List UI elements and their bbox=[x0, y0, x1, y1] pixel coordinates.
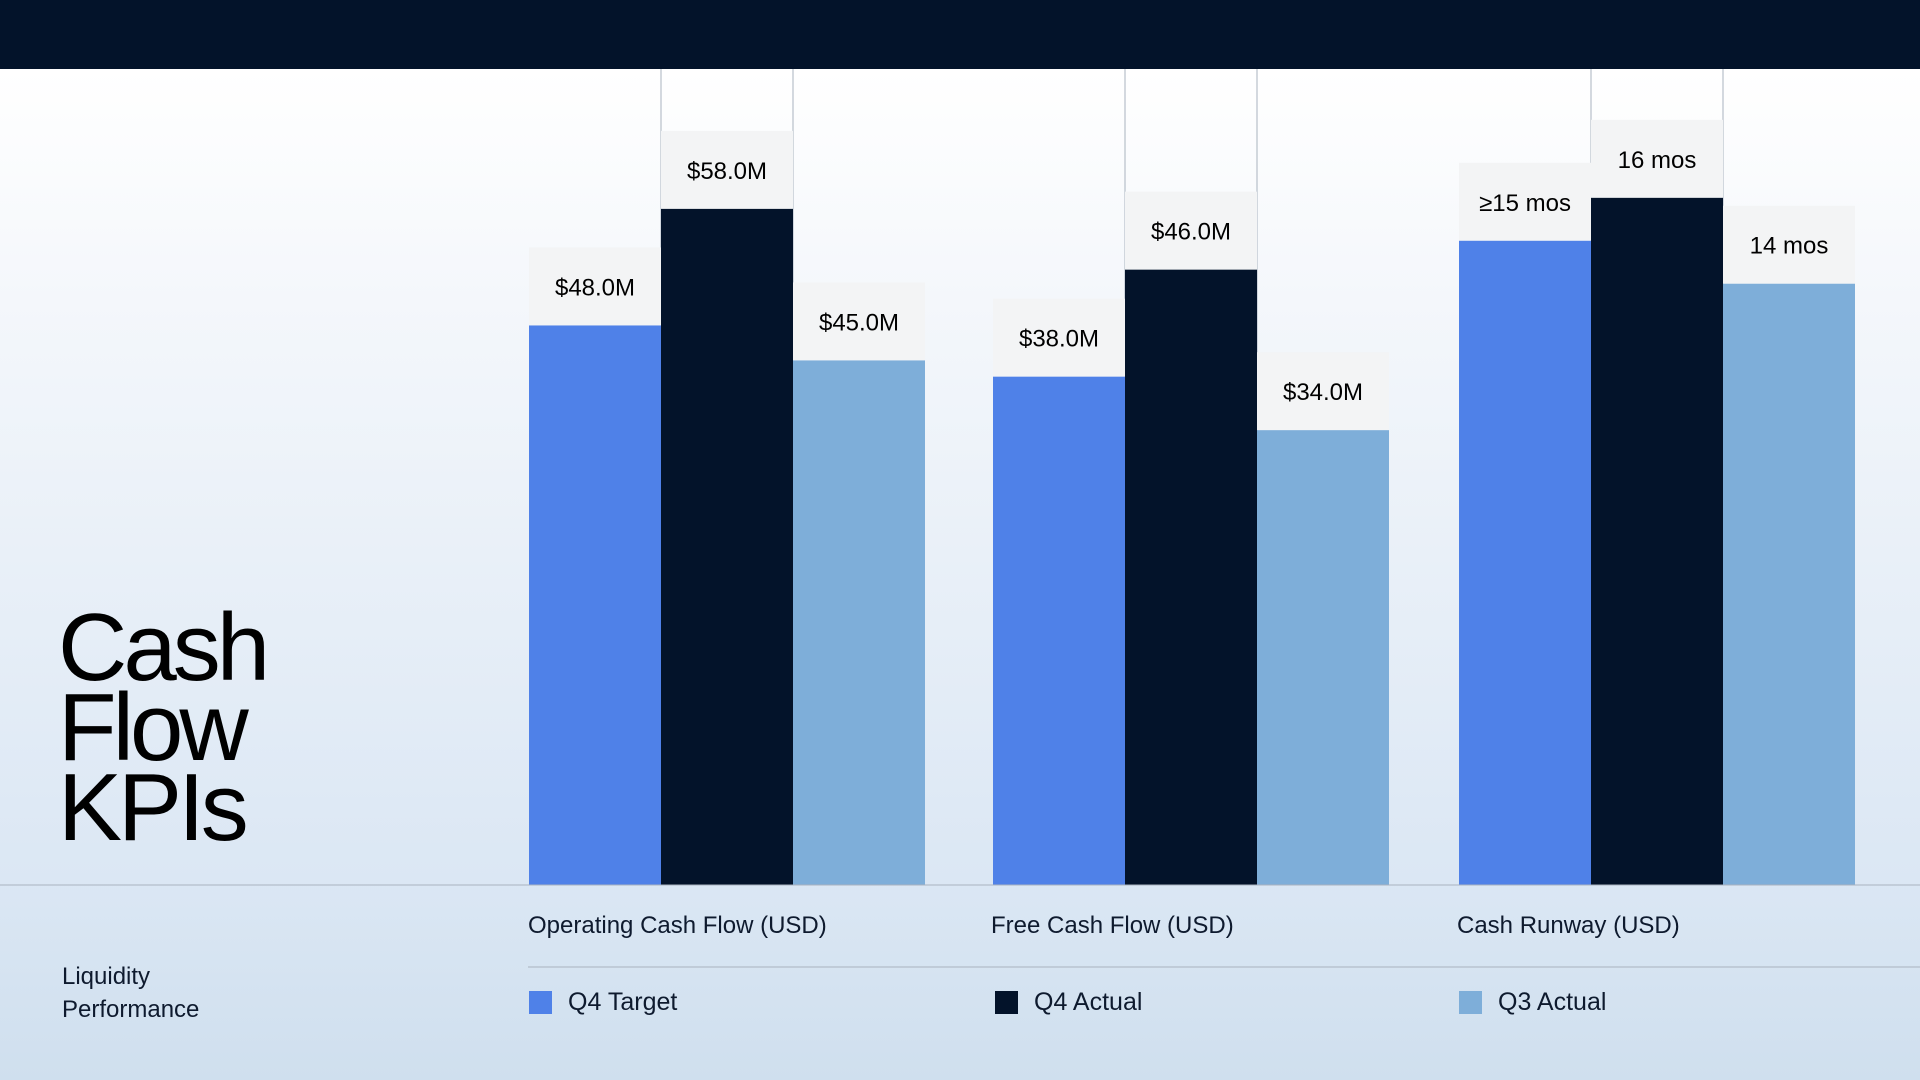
data-label: 14 mos bbox=[1750, 233, 1829, 260]
legend-swatch-q4-actual bbox=[995, 990, 1018, 1014]
legend-label: Q4 Target bbox=[568, 987, 678, 1016]
slide-subtitle: Liquidity Performance bbox=[62, 960, 199, 1026]
legend-item-q4-target: Q4 Target bbox=[529, 988, 677, 1016]
bar bbox=[1257, 430, 1389, 885]
data-label-box bbox=[1591, 119, 1723, 198]
bar bbox=[793, 360, 925, 885]
data-label-box bbox=[1125, 191, 1257, 270]
subtitle-line: Liquidity bbox=[62, 963, 151, 990]
legend-label: Q4 Actual bbox=[1034, 987, 1143, 1016]
data-label: $58.0M bbox=[687, 158, 767, 185]
data-label-box bbox=[1723, 205, 1855, 284]
legend-item-q4-actual: Q4 Actual bbox=[995, 988, 1142, 1016]
data-label-box bbox=[1257, 352, 1389, 431]
data-label: $45.0M bbox=[819, 309, 899, 336]
data-label-box bbox=[993, 298, 1125, 377]
bar bbox=[993, 376, 1125, 885]
legend-swatch-q3-actual bbox=[1459, 990, 1482, 1014]
legend-item-q3-actual: Q3 Actual bbox=[1459, 988, 1606, 1016]
data-label-box bbox=[661, 130, 793, 209]
bar bbox=[1125, 269, 1257, 885]
bar bbox=[661, 208, 793, 885]
bar bbox=[529, 325, 661, 885]
category-label-operating-cash-flow: Operating Cash Flow (USD) bbox=[528, 912, 827, 939]
title-line: KPIs bbox=[58, 754, 249, 861]
legend-label: Q3 Actual bbox=[1498, 987, 1607, 1016]
data-label: $38.0M bbox=[1019, 326, 1099, 353]
category-label-free-cash-flow: Free Cash Flow (USD) bbox=[991, 912, 1234, 939]
bar bbox=[1723, 283, 1855, 886]
subtitle-line: Performance bbox=[62, 996, 200, 1023]
data-label-box bbox=[793, 282, 925, 361]
data-label: ≥15 mos bbox=[1479, 190, 1571, 217]
data-label: $34.0M bbox=[1283, 379, 1363, 406]
data-label-box bbox=[1459, 162, 1591, 241]
bar bbox=[1459, 240, 1591, 885]
legend-swatch-q4-target bbox=[529, 990, 552, 1014]
bar bbox=[1591, 197, 1723, 885]
title-line: Cash bbox=[58, 594, 270, 701]
data-label: 16 mos bbox=[1618, 147, 1697, 174]
data-label-box bbox=[529, 247, 661, 326]
data-label: $46.0M bbox=[1151, 219, 1231, 246]
title-line: Flow bbox=[58, 674, 249, 781]
data-label: $48.0M bbox=[555, 274, 635, 301]
category-label-cash-runway: Cash Runway (USD) bbox=[1457, 912, 1680, 939]
header-bar bbox=[0, 0, 1920, 69]
slide-title: Cash Flow KPIs bbox=[58, 594, 270, 861]
